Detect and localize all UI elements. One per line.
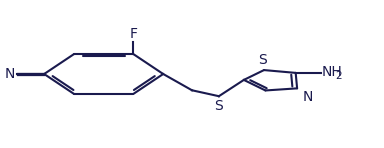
Text: F: F (129, 26, 137, 41)
Text: NH: NH (322, 65, 343, 79)
Text: S: S (215, 99, 223, 114)
Text: 2: 2 (336, 71, 342, 81)
Text: N: N (303, 90, 313, 104)
Text: N: N (5, 67, 15, 81)
Text: S: S (258, 53, 266, 67)
